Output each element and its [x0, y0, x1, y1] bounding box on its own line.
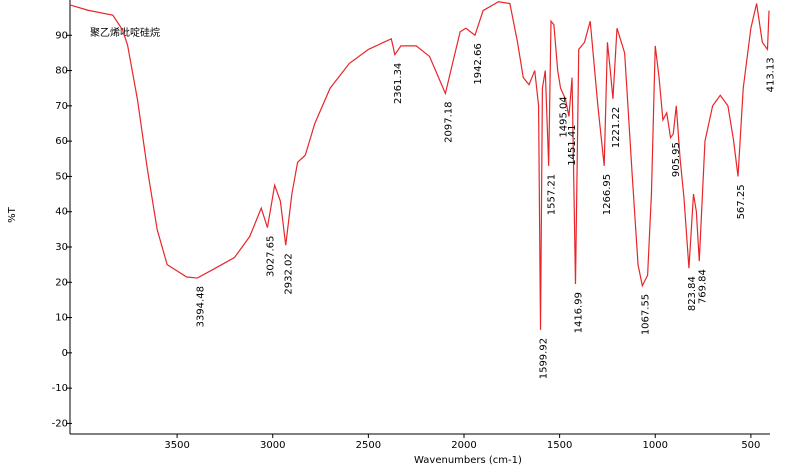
x-tick-label: 3000: [260, 440, 285, 451]
peak-label: 1416.99: [573, 292, 584, 333]
peak-label: 2097.18: [443, 102, 454, 143]
peak-label: 3394.48: [195, 286, 206, 327]
series-label: 聚乙烯吡啶硅烷: [90, 26, 160, 39]
peak-label: 823.84: [687, 276, 698, 311]
y-tick-label: 10: [55, 313, 68, 324]
x-axis-label: Wavenumbers (cm-1): [414, 455, 522, 466]
spectrum-line: [69, 1, 770, 330]
y-tick-label: 50: [55, 171, 68, 182]
x-tick-label: 1000: [643, 440, 668, 451]
peak-label: 567.25: [736, 184, 747, 219]
x-tick-label: 2000: [451, 440, 476, 451]
peak-label: 3027.65: [265, 236, 276, 277]
peak-label: 2361.34: [393, 63, 404, 104]
peak-label: 1599.92: [539, 338, 550, 379]
peak-label: 1451.41: [567, 124, 578, 165]
y-axis-label: %T: [7, 206, 18, 223]
peak-label: 1495.04: [559, 96, 570, 137]
x-tick-label: 500: [741, 440, 760, 451]
x-tick-label: 3500: [164, 440, 189, 451]
peak-label: 2932.02: [284, 253, 295, 294]
peak-label: 1221.22: [611, 107, 622, 148]
peak-label: 1557.21: [547, 174, 558, 215]
x-tick-label: 1500: [547, 440, 572, 451]
y-tick-label: 20: [55, 277, 68, 288]
peak-label: 905.95: [671, 142, 682, 177]
y-tick-label: 40: [55, 207, 68, 218]
y-tick-label: 90: [55, 30, 68, 41]
peak-label: 1067.55: [640, 294, 651, 335]
y-tick-label: 70: [55, 101, 68, 112]
peak-label: 769.84: [697, 269, 708, 304]
y-tick-label: 60: [55, 136, 68, 147]
y-tick-label: 0: [62, 348, 68, 359]
y-tick-label: -20: [52, 418, 68, 429]
y-tick-label: 80: [55, 66, 68, 77]
x-tick-label: 2500: [356, 440, 381, 451]
peak-label: 413.13: [765, 57, 776, 92]
peak-label: 1266.95: [602, 174, 613, 215]
y-tick-label: -10: [52, 383, 68, 394]
y-tick-label: 30: [55, 242, 68, 253]
peak-label: 1942.66: [473, 43, 484, 84]
